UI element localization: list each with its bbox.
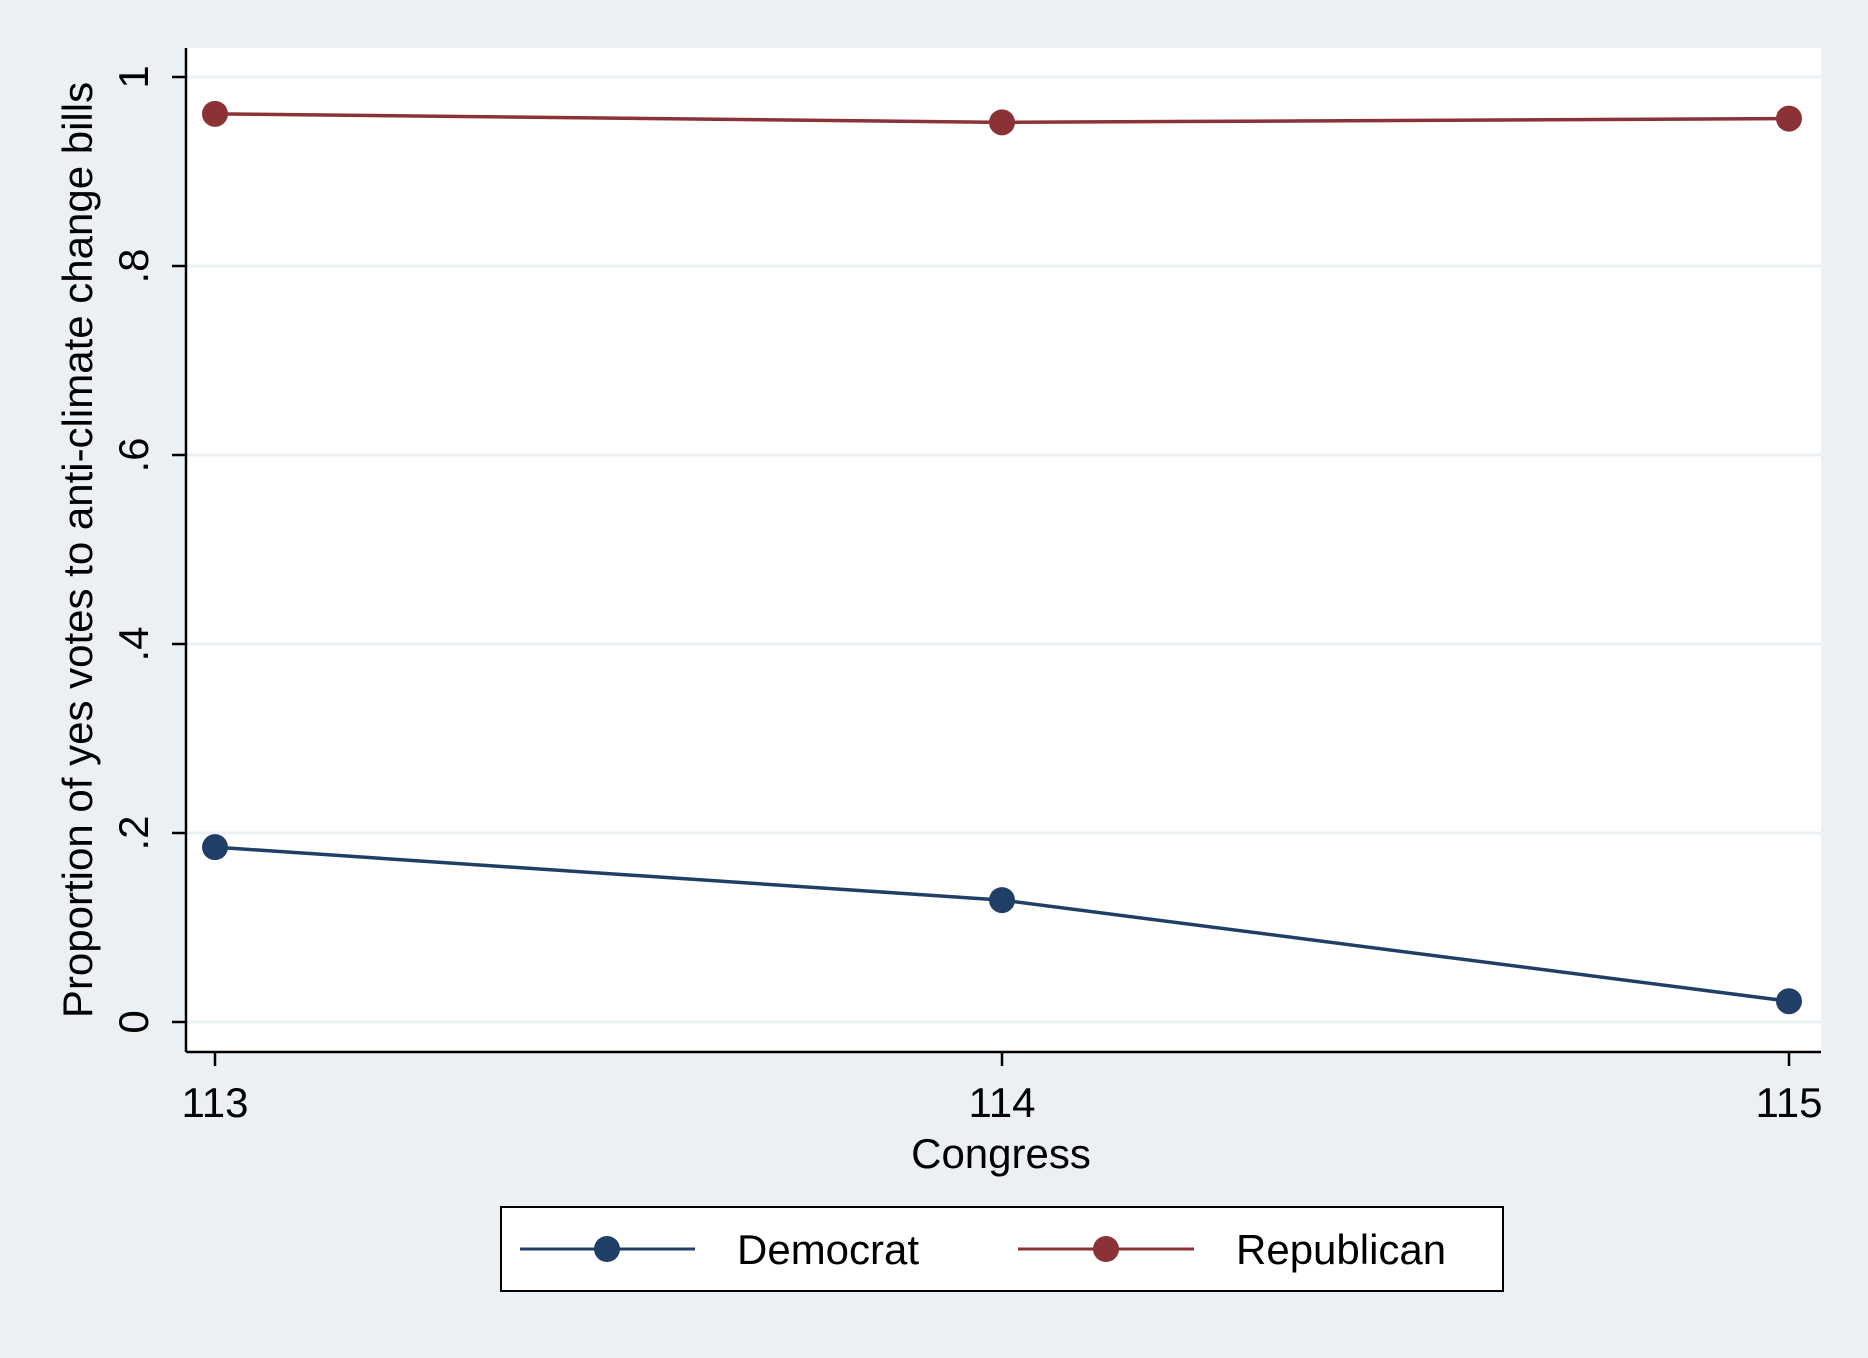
data-point-democrat (1776, 988, 1802, 1015)
axis-ticks: 0 .2 .4 .6 .8 1 113 114 115 (110, 65, 1822, 1126)
y-axis-title: Proportion of yes votes to anti-climate … (54, 82, 101, 1018)
y-tick-label: .8 (110, 248, 157, 283)
x-tick-label: 113 (182, 1079, 249, 1126)
legend-marker-republican (1093, 1236, 1119, 1262)
legend-label-democrat: Democrat (737, 1226, 919, 1273)
x-axis-title: Congress (911, 1130, 1091, 1177)
data-point-democrat (202, 834, 228, 861)
y-tick-label: .6 (110, 437, 157, 472)
y-tick-label: 0 (110, 1010, 157, 1033)
legend-label-republican: Republican (1236, 1226, 1446, 1273)
data-point-republican (1776, 105, 1802, 132)
series (202, 100, 1802, 1015)
legend: Democrat Republican (500, 1206, 1504, 1292)
axes (184, 48, 1821, 1054)
data-point-republican (202, 100, 228, 127)
y-tick-label: .2 (110, 815, 157, 850)
plot-area (186, 48, 1821, 1052)
y-tick-label: .4 (110, 626, 157, 661)
data-point-democrat (989, 887, 1015, 914)
x-tick-label: 115 (1756, 1079, 1823, 1126)
y-tick-label: 1 (110, 65, 157, 88)
data-point-republican (989, 109, 1015, 136)
x-tick-label: 114 (969, 1079, 1036, 1126)
legend-marker-democrat (594, 1236, 620, 1262)
gridlines (186, 75, 1821, 1024)
